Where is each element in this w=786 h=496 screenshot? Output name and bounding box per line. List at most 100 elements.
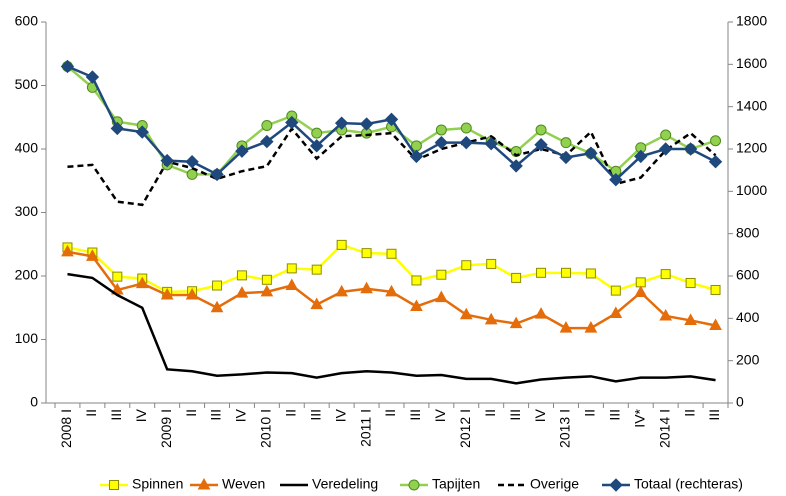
- marker: [634, 285, 648, 298]
- x-tick-label: III: [507, 409, 523, 421]
- marker: [335, 284, 348, 297]
- x-tick-label: IV: [233, 408, 249, 422]
- x-tick-label: IV: [532, 408, 548, 422]
- y2-tick-label: 400: [736, 309, 760, 325]
- marker: [585, 268, 596, 279]
- marker: [609, 172, 623, 187]
- marker: [285, 278, 299, 291]
- x-tick-label: III: [108, 409, 124, 421]
- x-tick-label: 2011 I: [357, 409, 373, 447]
- marker: [384, 112, 399, 127]
- marker: [659, 308, 673, 321]
- marker: [685, 277, 696, 288]
- legend-label: Veredeling: [312, 476, 378, 492]
- marker: [359, 117, 374, 131]
- y2-tick-label: 200: [736, 351, 760, 367]
- marker: [408, 479, 420, 491]
- marker: [484, 312, 498, 325]
- marker: [559, 321, 573, 333]
- marker: [708, 154, 723, 169]
- y-tick-label: 100: [15, 330, 39, 346]
- marker: [709, 318, 722, 331]
- legend-label: Overige: [530, 476, 579, 492]
- x-tick-label: II: [382, 409, 398, 417]
- marker: [160, 288, 174, 300]
- y-tick-label: 0: [30, 394, 38, 410]
- legend-label: Tapijten: [432, 476, 480, 492]
- marker: [534, 138, 548, 152]
- marker: [112, 271, 123, 282]
- y2-tick-label: 1800: [736, 13, 767, 29]
- marker: [559, 150, 573, 165]
- marker: [360, 281, 373, 294]
- marker: [634, 149, 648, 164]
- x-tick-label: III: [208, 409, 224, 421]
- x-tick-label: 2012 I: [457, 409, 473, 448]
- marker: [85, 70, 100, 84]
- marker: [459, 307, 473, 320]
- marker: [409, 149, 424, 164]
- y2-tick-label: 1200: [736, 140, 767, 156]
- y2-tick-label: 1000: [736, 182, 767, 198]
- x-tick-label: II: [482, 409, 498, 417]
- x-tick-label: IV*: [631, 408, 647, 427]
- marker: [311, 264, 322, 275]
- y-tick-label: 400: [15, 140, 39, 156]
- marker: [261, 120, 273, 132]
- x-tick-label: II: [83, 409, 99, 417]
- marker: [310, 139, 324, 153]
- marker: [197, 477, 211, 490]
- marker: [658, 142, 673, 156]
- marker: [235, 144, 249, 158]
- marker: [361, 248, 372, 259]
- marker: [310, 297, 324, 310]
- marker: [286, 263, 297, 274]
- x-tick-label: IV: [332, 408, 348, 422]
- marker: [511, 272, 522, 283]
- marker: [285, 115, 299, 130]
- marker: [461, 260, 472, 271]
- x-tick-label: 2014 I: [656, 409, 672, 448]
- y-tick-label: 500: [15, 76, 39, 92]
- marker: [334, 116, 349, 130]
- marker: [660, 269, 671, 280]
- marker: [509, 316, 523, 329]
- marker: [185, 288, 199, 300]
- x-tick-label: 2013 I: [557, 409, 573, 448]
- marker: [210, 300, 224, 313]
- x-tick-label: III: [407, 409, 423, 421]
- marker: [610, 285, 621, 296]
- marker: [260, 134, 274, 149]
- marker: [486, 258, 497, 269]
- legend-label: Totaal (rechteras): [634, 476, 743, 492]
- x-tick-label: II: [582, 409, 598, 417]
- marker: [261, 274, 272, 285]
- x-tick-label: II: [681, 409, 697, 417]
- marker: [212, 280, 223, 291]
- marker: [385, 284, 398, 297]
- marker: [410, 299, 423, 311]
- x-tick-label: III: [607, 409, 623, 421]
- marker: [584, 146, 598, 160]
- marker: [60, 59, 75, 74]
- x-tick-label: III: [706, 409, 722, 421]
- marker: [684, 313, 697, 325]
- x-tick-label: IV: [432, 408, 448, 422]
- y-tick-label: 300: [15, 203, 39, 219]
- marker: [311, 127, 323, 139]
- marker: [434, 135, 449, 150]
- marker: [584, 321, 598, 333]
- marker: [536, 267, 547, 278]
- y-tick-label: 600: [15, 13, 39, 29]
- marker: [609, 478, 623, 492]
- marker: [560, 267, 571, 278]
- marker: [660, 129, 672, 141]
- marker: [110, 121, 125, 136]
- marker: [460, 122, 472, 134]
- marker: [436, 269, 447, 280]
- y-tick-label: 200: [15, 267, 39, 283]
- marker: [86, 249, 99, 261]
- marker: [411, 275, 422, 286]
- x-tick-label: 2010 I: [258, 409, 274, 448]
